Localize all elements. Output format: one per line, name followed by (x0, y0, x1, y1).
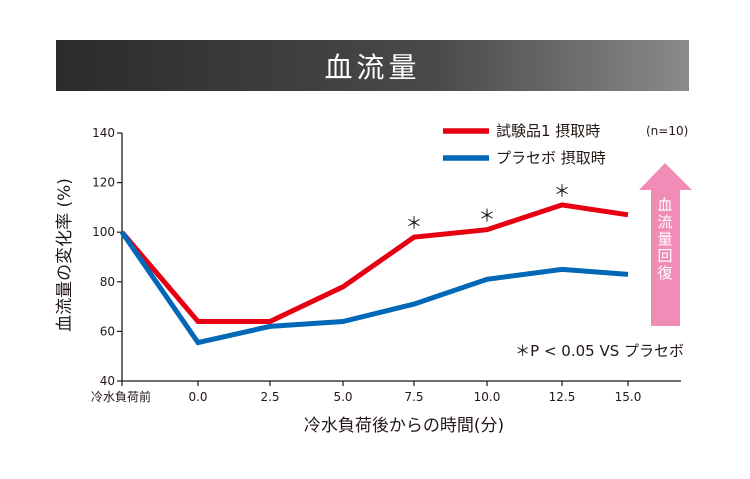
y-axis-ticks: 40 60 80 100 120 140 (92, 126, 122, 388)
y-tick-label: 40 (100, 374, 115, 388)
legend-label-series-1: 試験品1 摂取時 (496, 122, 600, 140)
y-tick-label: 60 (100, 324, 115, 338)
legend-label-series-2: プラセボ 摂取時 (496, 149, 606, 167)
x-tick-label: 2.5 (260, 390, 279, 404)
x-tick-label: 12.5 (549, 390, 576, 404)
y-tick-label: 140 (92, 126, 115, 140)
y-tick-label: 100 (92, 225, 115, 239)
legend: 試験品1 摂取時 プラセボ 摂取時 (n=10) (443, 122, 688, 167)
x-tick-label: 冷水負荷前 (91, 389, 151, 404)
series-line-1 (120, 202, 629, 324)
axes (121, 133, 681, 382)
x-tick-label: 5.0 (333, 390, 352, 404)
x-tick-label: 7.5 (404, 390, 423, 404)
x-tick-label: 15.0 (615, 390, 642, 404)
x-axis-ticks: 冷水負荷前 0.0 2.5 5.0 7.5 10.0 12.5 15.0 (91, 381, 641, 404)
arrow-label-char: 血 (657, 196, 672, 214)
significance-marker: ＊ (479, 207, 496, 227)
significance-markers: ＊ ＊ ＊ (406, 182, 571, 234)
title-banner: 血流量 (56, 40, 689, 91)
significance-marker: ＊ (554, 182, 571, 202)
x-tick-label: 0.0 (188, 390, 207, 404)
significance-marker: ＊ (406, 214, 423, 234)
sample-size-label: (n=10) (646, 124, 688, 138)
y-tick-label: 80 (100, 275, 115, 289)
arrow-label-char: 回 (657, 247, 672, 265)
series-lines (119, 202, 629, 346)
y-axis-label: 血流量の変化率 (%) (55, 178, 75, 332)
chart-title: 血流量 (324, 50, 421, 84)
statistical-note: ＊P < 0.05 VS プラセボ (515, 342, 684, 360)
arrow-label-char: 流 (657, 213, 672, 231)
up-arrow-icon (639, 163, 692, 326)
y-tick-label: 120 (92, 176, 115, 190)
arrow-label-char: 復 (657, 264, 672, 282)
arrow-label-char: 量 (657, 230, 672, 248)
x-tick-label: 10.0 (474, 390, 501, 404)
x-axis-label: 冷水負荷後からの時間(分) (304, 416, 504, 436)
series-line-2 (119, 230, 629, 346)
